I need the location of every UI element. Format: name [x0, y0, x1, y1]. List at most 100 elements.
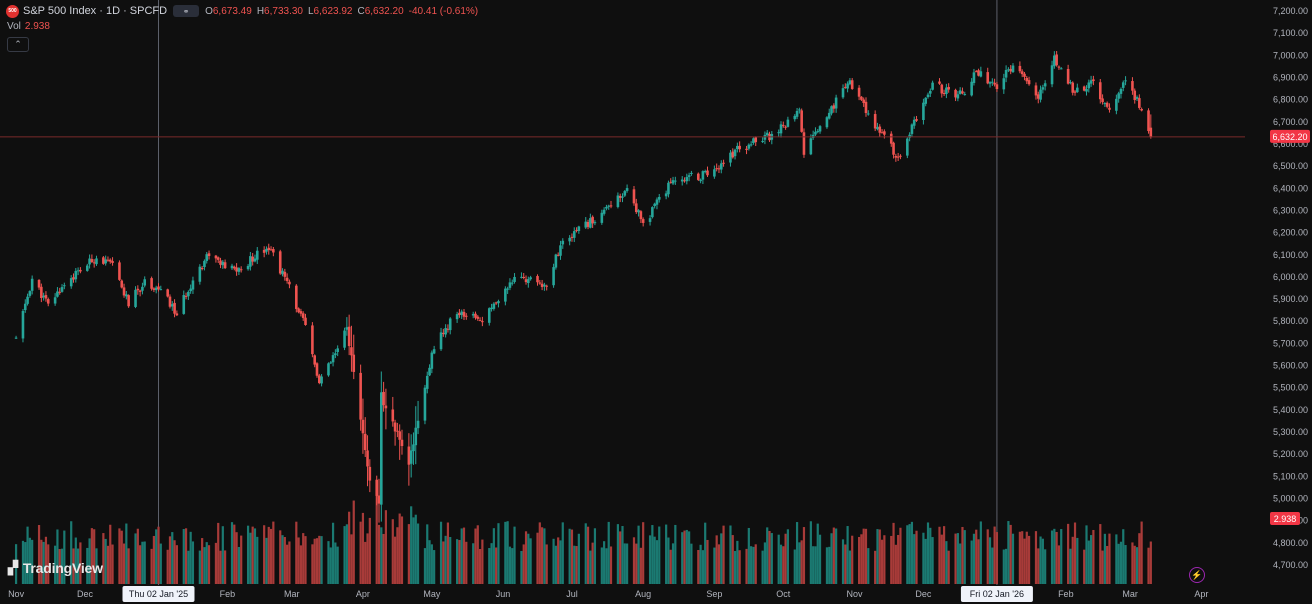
candle-body	[409, 450, 413, 464]
volume-bar	[524, 531, 528, 584]
candle-body	[384, 405, 388, 409]
crosshair-date-tag	[960, 586, 1033, 602]
volume-bar	[828, 546, 831, 584]
volume-bar	[1011, 533, 1015, 584]
candle-body	[1066, 68, 1070, 84]
volume-bar	[302, 533, 305, 584]
volume-bar	[1041, 538, 1044, 584]
volume-bar	[104, 538, 107, 584]
x-tick-label: Nov	[846, 589, 863, 599]
volume-bar	[1060, 529, 1063, 584]
volume-bar	[54, 545, 57, 584]
candle-body	[1002, 78, 1006, 90]
volume-bar	[897, 534, 900, 584]
volume-bar	[472, 543, 475, 584]
candle-body	[706, 170, 709, 176]
collapse-legend-button[interactable]: ⌃	[7, 37, 29, 52]
candle-body	[90, 259, 94, 263]
candle-body	[56, 291, 59, 297]
candle-body	[991, 81, 994, 83]
candle-body	[605, 206, 608, 209]
candle-body	[889, 133, 893, 144]
candle-body	[731, 151, 735, 158]
candle-body	[170, 304, 174, 307]
volume-bar	[623, 543, 626, 584]
volume-bar	[251, 526, 254, 584]
candle-body	[1069, 82, 1072, 84]
volume-bar	[102, 533, 105, 584]
candle-body	[40, 286, 43, 299]
candle-body	[1018, 65, 1022, 72]
volume-bar	[173, 540, 176, 584]
candle-body	[827, 112, 831, 119]
volume-bar	[246, 525, 250, 584]
volume-bar	[327, 541, 330, 584]
x-tick-label: Apr	[1194, 589, 1208, 599]
candle-body	[1041, 87, 1045, 90]
volume-bar	[915, 530, 918, 584]
candle-body	[265, 248, 268, 252]
candle-body	[182, 295, 186, 314]
candle-body	[423, 387, 427, 421]
volume-bar	[157, 526, 160, 584]
volume-bar	[864, 528, 868, 584]
volume-label: Vol	[7, 21, 21, 32]
legend-toggle-button[interactable]: ⚭	[173, 5, 200, 17]
volume-bar	[706, 539, 709, 584]
volume-bar	[444, 535, 447, 584]
volume-bar	[561, 522, 564, 584]
price-axis[interactable]	[1245, 0, 1312, 604]
time-axis[interactable]	[0, 585, 1312, 604]
candle-body	[343, 330, 346, 348]
candle-body	[251, 256, 254, 262]
candle-body	[602, 209, 606, 214]
volume-bar	[600, 547, 603, 584]
lightning-icon[interactable]: ⚡	[1189, 567, 1205, 583]
candle-body	[586, 221, 590, 227]
volume-bar	[288, 541, 291, 584]
y-tick-label: 6,000.00	[1273, 272, 1308, 282]
volume-bar	[635, 543, 638, 584]
candle-body	[538, 282, 542, 284]
volume-bar	[476, 525, 479, 584]
candle-body	[954, 89, 957, 98]
y-tick-label: 6,200.00	[1273, 228, 1308, 238]
candle-body	[368, 466, 372, 481]
volume-bar	[426, 524, 429, 584]
candle-body	[575, 229, 578, 231]
candle-body	[1059, 68, 1063, 70]
symbol-title[interactable]: S&P 500 Index · 1D · SPCFD	[23, 5, 168, 17]
candle-body	[1082, 86, 1086, 91]
candle-body	[331, 355, 335, 363]
volume-bar	[697, 550, 700, 584]
volume-bar	[1067, 523, 1070, 584]
tradingview-logo[interactable]: ▞ TradingView	[8, 560, 103, 576]
volume-bar	[320, 536, 323, 584]
volume-bar	[993, 526, 996, 584]
candle-body	[352, 354, 356, 372]
volume-bar	[747, 527, 750, 584]
volume-bar	[249, 532, 252, 584]
y-tick-label: 7,100.00	[1273, 28, 1308, 38]
candle-body	[382, 391, 385, 406]
candle-body	[844, 86, 847, 88]
volume-bar	[297, 537, 300, 584]
candle-body	[584, 221, 588, 228]
volume-bar	[669, 549, 672, 584]
volume-bar	[690, 543, 693, 584]
volume-bar	[412, 517, 415, 584]
volume-bar	[198, 550, 201, 584]
candle-body	[474, 313, 477, 318]
candle-body	[527, 279, 530, 284]
candle-body	[651, 207, 654, 218]
candle-body	[285, 277, 289, 281]
candle-body	[458, 312, 461, 316]
candle-body	[237, 268, 241, 272]
volume-bar	[263, 525, 266, 584]
volume-bar	[187, 550, 190, 584]
candle-body	[159, 289, 163, 291]
volume-bar	[665, 524, 668, 584]
candle-body	[430, 352, 434, 369]
